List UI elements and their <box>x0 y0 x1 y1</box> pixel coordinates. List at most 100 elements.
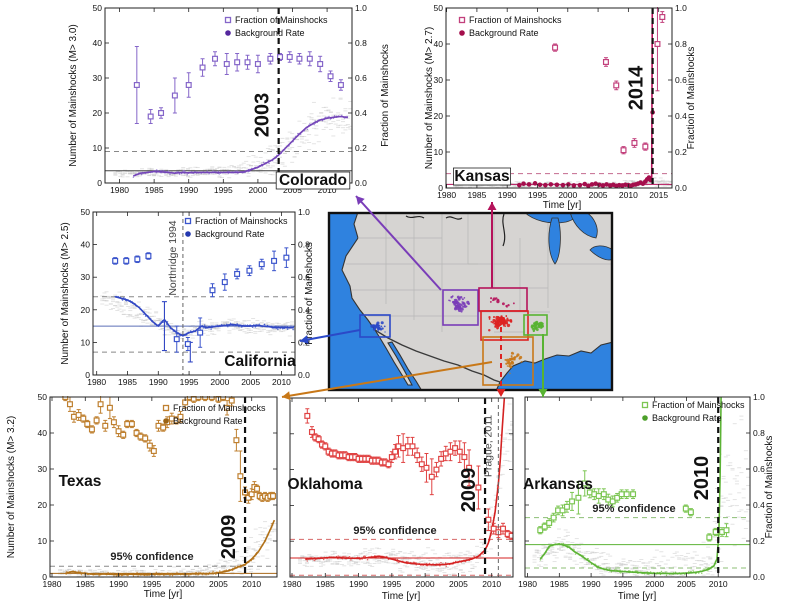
background-rate-dot <box>600 183 606 188</box>
legend-kansas: Fraction of Mainshocks Background Rate <box>458 15 562 38</box>
y-tick-label: 50 <box>434 3 444 13</box>
epicentre-dot <box>453 298 456 301</box>
epicentre-dot <box>496 299 500 304</box>
legend-label: Background Rate <box>469 28 539 38</box>
epicentre-dot <box>505 321 507 323</box>
x-tick-label: 2000 <box>416 579 435 589</box>
x-tick-label: 1980 <box>110 185 129 195</box>
fraction-squares <box>552 7 666 155</box>
epicentre-dot <box>510 361 515 365</box>
x-tick-label: 2010 <box>272 377 291 387</box>
legend-label: Fraction of Mainshocks <box>652 400 745 410</box>
region-box-california <box>359 314 391 338</box>
x-tick-label: 2000 <box>176 579 195 589</box>
legend-colorado: Fraction of Mainshocks Background Rate <box>224 15 328 38</box>
right-tick-label: 0.0 <box>298 370 310 380</box>
y-tick-label: 30 <box>38 464 48 474</box>
epicentre-dot <box>455 304 459 308</box>
event-label: 2014 <box>626 65 648 110</box>
epicentre-dot <box>500 315 503 318</box>
x-tick-label: 2005 <box>209 579 228 589</box>
epicentre-dot <box>507 360 511 364</box>
chart-texas: 2009 1980 1985 1990 1995 2000 2005 2010 0 10 20 30 4… <box>6 392 278 600</box>
x-tick-label: 1995 <box>613 579 632 589</box>
background-rate-dot <box>586 183 591 189</box>
epicentre-dot <box>541 324 545 328</box>
x-tick-label: 1990 <box>582 579 601 589</box>
plot-area-california <box>93 212 295 375</box>
chart-kansas: 2014 1980 1985 1990 1995 2000 2005 2010 2015 0 10 2… <box>424 3 697 211</box>
background-rate-line <box>114 295 294 337</box>
right-tick-label: 0.0 <box>675 183 687 193</box>
uncertainty-cloud <box>297 403 513 576</box>
x-tick-label: 1985 <box>145 185 164 195</box>
right-tick-label: 0.0 <box>753 572 765 582</box>
river <box>445 216 463 220</box>
arrow-texas <box>281 361 493 398</box>
us-map <box>327 211 614 392</box>
epicentre-dot <box>518 357 521 360</box>
background-rate-dot <box>543 182 548 188</box>
epicentre-dot <box>537 323 540 326</box>
right-axis-label: Fraction of Mainshocks <box>764 436 775 539</box>
background-rate-dot <box>537 182 543 188</box>
legend-california: Fraction of Mainshocks Background Rate <box>184 216 288 239</box>
background-rate-dot <box>560 182 566 188</box>
y-tick-label: 10 <box>93 143 103 153</box>
region-box-arkansas <box>523 314 548 336</box>
confidence-label: 95% confidence <box>592 503 675 515</box>
x-tick-label: 2000 <box>248 185 267 195</box>
right-tick-label: 0.8 <box>298 240 310 250</box>
legend-label: Fraction of Mainshocks <box>173 403 266 413</box>
legend-circle-marker <box>642 415 648 421</box>
epicentre-dot <box>380 325 383 328</box>
epicentre-dot <box>504 323 507 325</box>
x-tick-label: 1985 <box>118 377 137 387</box>
rate-samples <box>64 520 275 577</box>
legend-circle-marker <box>185 231 191 237</box>
legend-label: Background Rate <box>195 229 265 239</box>
map-region-arkansas <box>523 314 548 336</box>
x-tick-label: 1990 <box>349 579 368 589</box>
fraction-squares <box>133 46 344 124</box>
epicentre-dot <box>534 323 538 327</box>
x-axis-label: Time [yr] <box>543 200 582 211</box>
epicentre-dot <box>489 300 492 303</box>
right-tick-label: 1.0 <box>298 207 310 217</box>
map-region-california <box>359 314 391 338</box>
confidence-label: 95% confidence <box>353 525 436 537</box>
y-tick-label: 20 <box>93 108 103 118</box>
axes-frame <box>524 396 751 578</box>
y-tick-label: 50 <box>38 392 48 402</box>
epicentre-dot <box>501 302 505 306</box>
right-tick-label: 0.4 <box>298 305 310 315</box>
epicentre-dot <box>458 303 461 306</box>
epicentre-dot <box>506 365 509 367</box>
map-region-colorado <box>442 289 479 326</box>
region-box-colorado <box>442 289 479 326</box>
x-tick-label: 2005 <box>589 190 608 200</box>
right-axis-label: Fraction of Mainshocks <box>686 47 697 150</box>
epicentre-dot <box>510 355 513 358</box>
epicentre-dot <box>499 322 503 326</box>
y-axis-label: Number of Mainshocks (M> 3.0) <box>68 24 79 167</box>
state-label: California <box>224 353 296 370</box>
y-tick-label: 0 <box>97 178 102 188</box>
x-axis-label: Time [yr] <box>382 591 421 602</box>
x-tick-label: 1980 <box>437 190 456 200</box>
x-tick-label: 2000 <box>645 579 664 589</box>
legend-square-marker <box>458 16 466 24</box>
plot-area-texas <box>50 396 277 578</box>
right-tick-label: 0.2 <box>753 536 765 546</box>
epicentre-dot <box>377 330 379 332</box>
background-rate-dot <box>571 183 577 188</box>
y-axis-label: Number of Mainshocks (M> 3.2) <box>6 416 17 559</box>
right-tick-label: 0.8 <box>675 39 687 49</box>
background-rate-dot <box>548 182 554 187</box>
right-tick-label: 1.0 <box>675 3 687 13</box>
epicentre-dot <box>505 304 508 308</box>
background-rate-dot <box>554 182 560 188</box>
epicentre-dot <box>531 327 534 330</box>
epicentre-dot <box>494 325 497 328</box>
x-tick-label: 2005 <box>283 185 302 195</box>
